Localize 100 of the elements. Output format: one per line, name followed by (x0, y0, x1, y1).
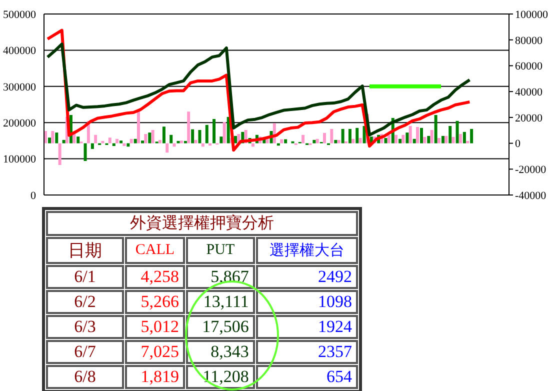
bar (402, 134, 405, 144)
bar (280, 139, 284, 144)
y-tick-label: 6/1 (46, 265, 124, 289)
bar (120, 140, 123, 144)
x-tick-label: PUT (186, 237, 255, 264)
bar (116, 138, 119, 144)
y2-tick-label: -40000 (515, 190, 547, 202)
bar (112, 143, 116, 146)
bar (423, 136, 426, 144)
y2-tick-label: 80000 (515, 34, 543, 47)
data-label: 4,258 (125, 265, 186, 289)
y2-tick-label: 20000 (515, 112, 543, 124)
bar (358, 138, 362, 144)
bar (90, 143, 94, 149)
data-label: 17,506 (186, 315, 255, 339)
data-label: 1924 (256, 315, 358, 339)
y2-tick-label: -20000 (515, 164, 547, 176)
bar (184, 140, 187, 144)
bar (172, 143, 176, 147)
bar (126, 143, 130, 147)
bar (194, 140, 198, 144)
bar (201, 143, 204, 147)
bar (398, 138, 402, 144)
bar (284, 139, 288, 144)
bar (406, 132, 409, 144)
bar (312, 140, 316, 144)
y-tick-label: 6/8 (46, 365, 124, 389)
data-label: 13,111 (186, 290, 255, 314)
line-series (46, 28, 472, 152)
bar (434, 114, 438, 144)
bar (452, 136, 455, 144)
bar (158, 140, 162, 144)
data-label: 2492 (256, 265, 358, 289)
bar (130, 138, 133, 144)
bar (148, 132, 152, 144)
data-label: 11,208 (186, 365, 255, 389)
data-label: 8,343 (186, 340, 255, 364)
bar (444, 136, 448, 144)
bar (62, 140, 66, 144)
bar (251, 143, 254, 147)
bar (234, 136, 237, 144)
line-series (46, 42, 472, 136)
y-tick-label: 6/2 (46, 290, 124, 314)
y-tick-label: 500000 (3, 8, 36, 21)
bar (58, 143, 62, 166)
y2-tick-label: 0 (515, 138, 521, 150)
bar (412, 138, 416, 144)
data-label: 2357 (256, 340, 358, 364)
bar (144, 134, 148, 144)
bar (222, 122, 226, 144)
y-tick-label: 300000 (3, 81, 36, 94)
bar (416, 126, 419, 144)
y-tick-label: 100000 (3, 154, 36, 166)
bar (352, 138, 355, 144)
bar (316, 138, 319, 144)
bar (76, 136, 80, 144)
bar (356, 128, 359, 144)
y-tick-label: 400000 (3, 45, 36, 58)
bar (166, 143, 169, 153)
bar (198, 130, 202, 144)
y-tick-label: 200000 (3, 118, 36, 130)
bar (122, 143, 126, 146)
bar (266, 139, 269, 144)
data-label: 1,819 (125, 365, 186, 389)
bar (334, 140, 338, 144)
bar (170, 134, 173, 144)
x-tick-label: 選擇權大台 (256, 237, 358, 264)
x-tick-label: CALL (125, 237, 186, 264)
y2-tick-label: 60000 (515, 60, 543, 73)
data-label: 1098 (256, 290, 358, 314)
y2-tick-label: 100000 (515, 8, 548, 21)
data-label: 5,012 (125, 315, 186, 339)
bar (341, 128, 344, 144)
bar (94, 134, 98, 144)
bar (180, 140, 183, 144)
bar (191, 129, 194, 144)
data-label: 654 (256, 365, 358, 389)
y-axis-title: 日期 (46, 237, 124, 264)
bar (151, 130, 154, 144)
bar (162, 126, 166, 144)
bar (101, 140, 104, 144)
y-tick-label: 6/7 (46, 340, 124, 364)
bar (437, 138, 440, 144)
bar (108, 138, 112, 144)
bar (387, 134, 390, 144)
bar (48, 138, 51, 144)
bar (462, 132, 466, 144)
bar (441, 136, 444, 144)
y-tick-label: 0 (30, 190, 36, 202)
y-tick-label: 6/3 (46, 315, 124, 339)
bar (384, 138, 388, 144)
bar (134, 138, 137, 144)
bar (337, 140, 340, 144)
bar (456, 120, 459, 144)
bar (458, 134, 462, 144)
bar (55, 132, 58, 144)
data-label: 7,025 (125, 340, 186, 364)
y2-tick-label: 40000 (515, 86, 543, 98)
bar (302, 134, 305, 144)
bar (205, 124, 208, 144)
